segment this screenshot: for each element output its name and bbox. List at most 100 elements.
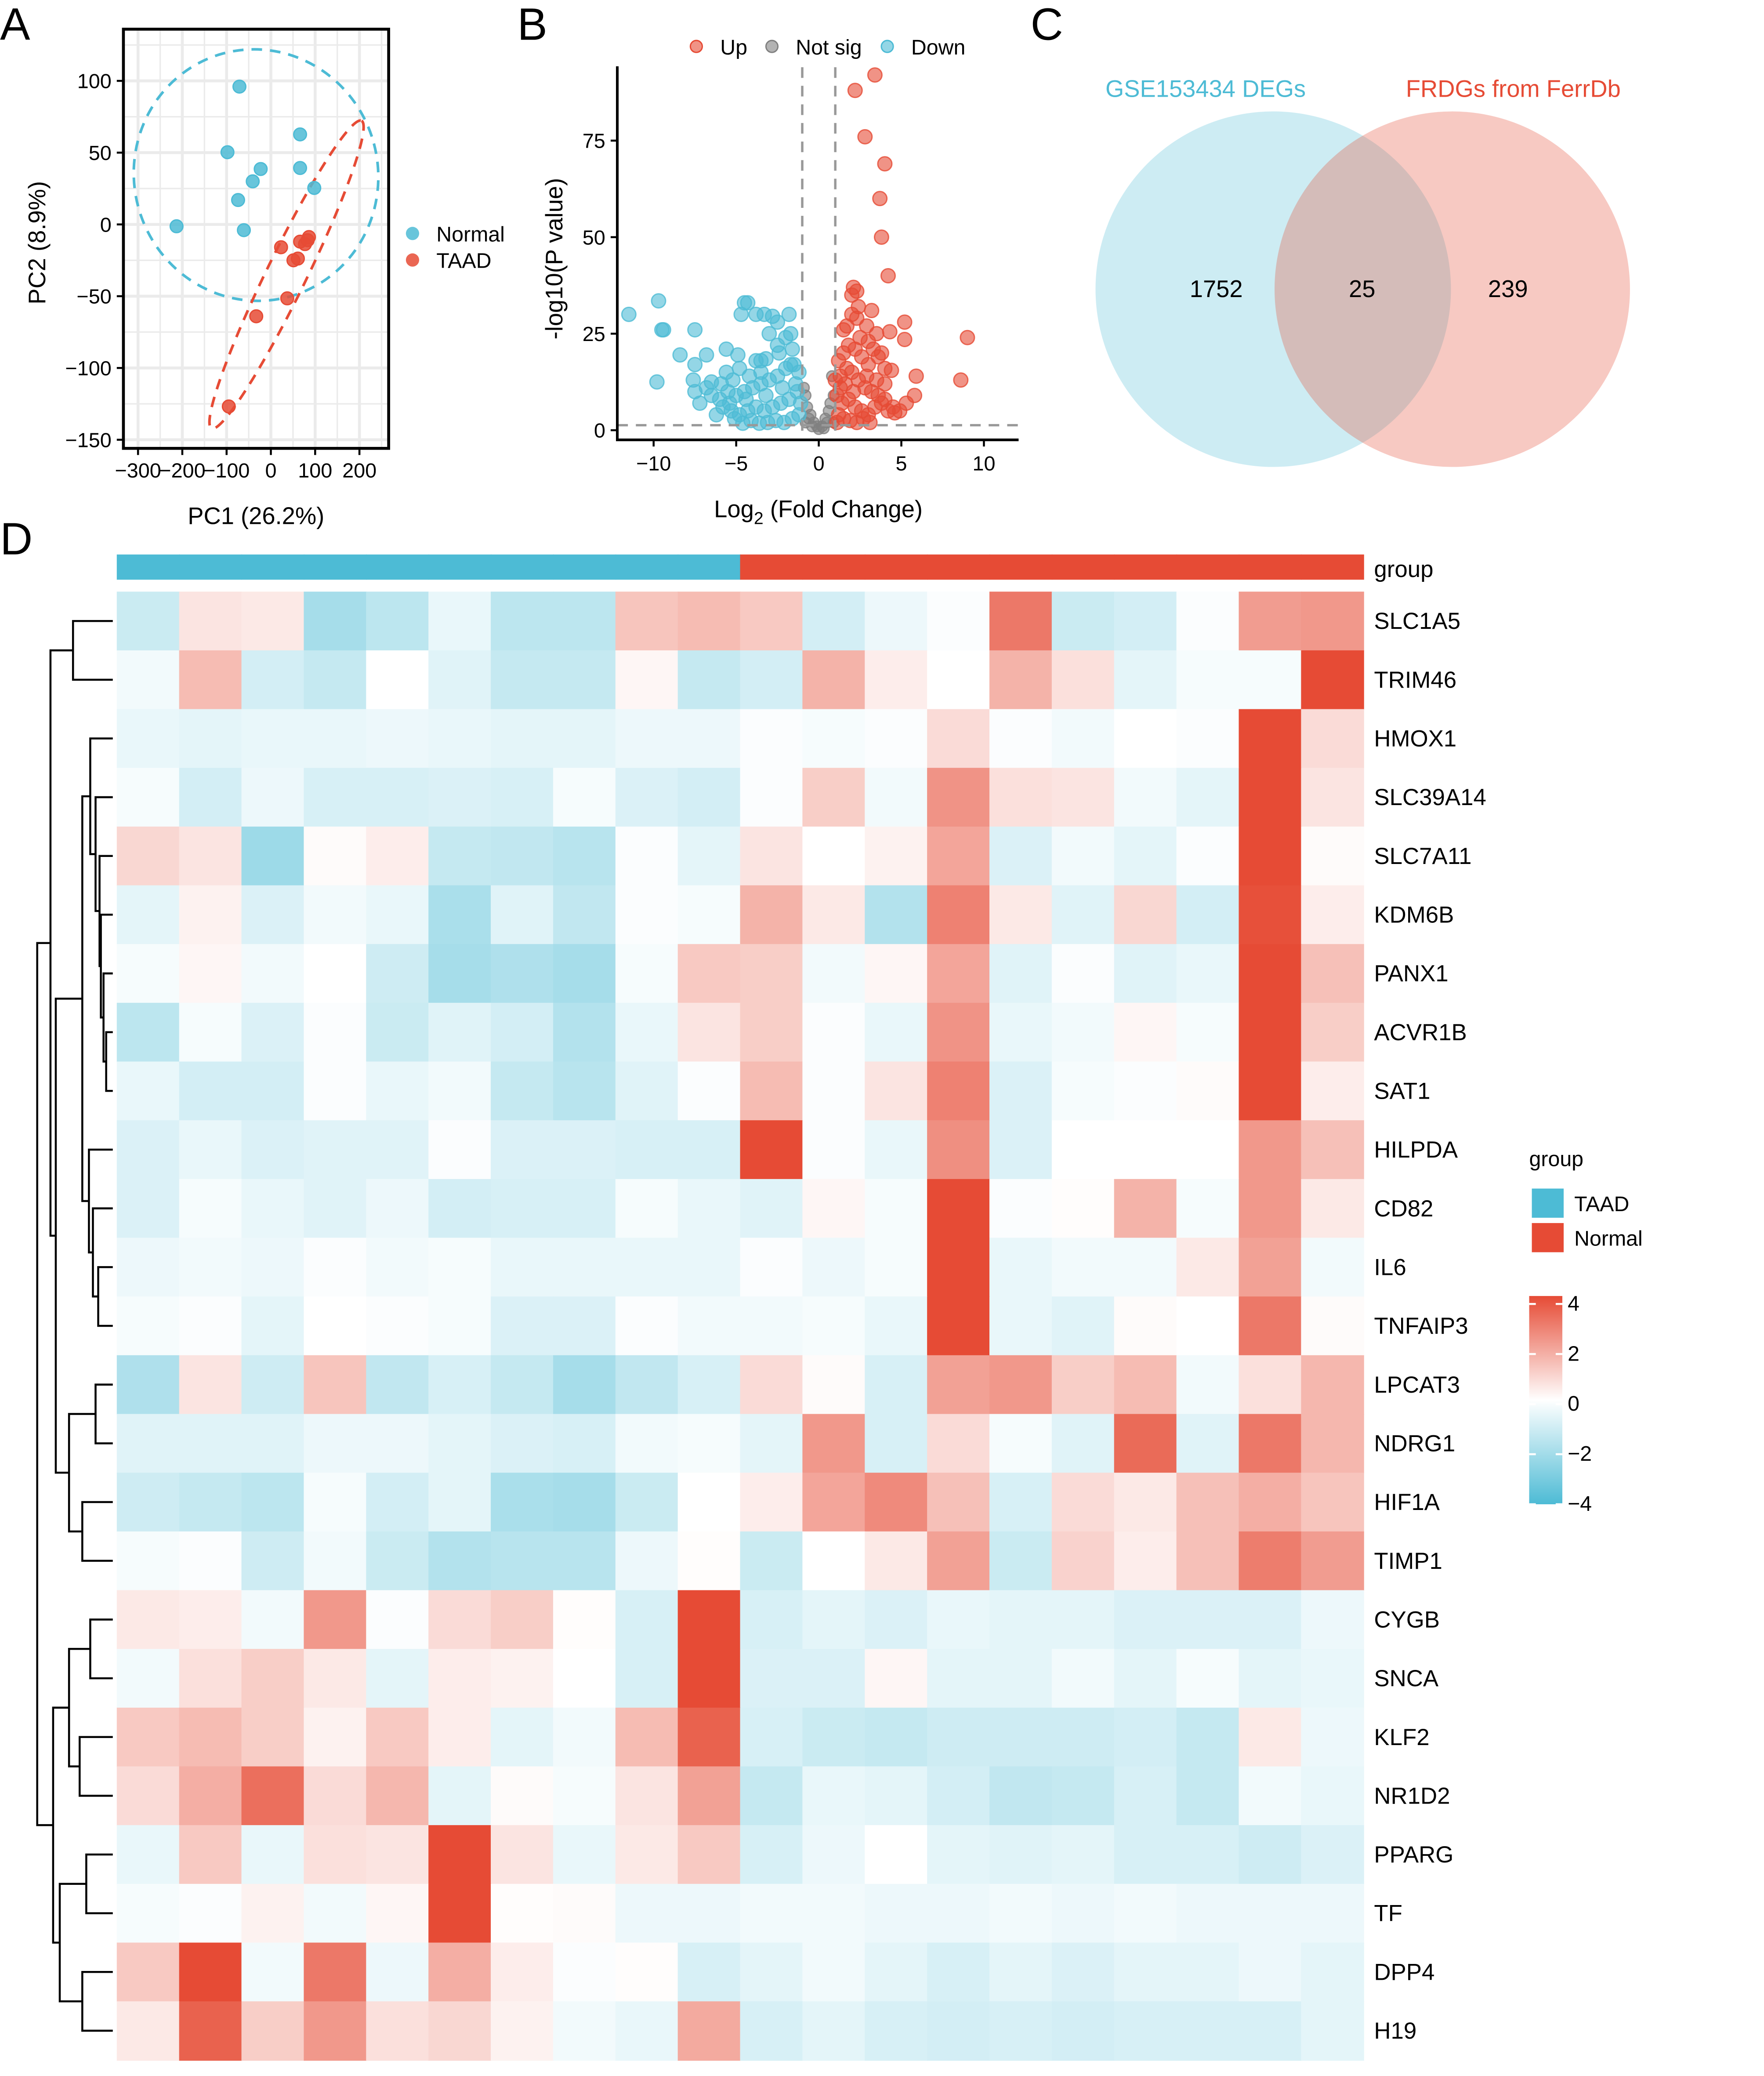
heatmap-cell: [1051, 592, 1115, 651]
heatmap-cell: [428, 650, 492, 710]
heatmap-cell: [179, 1942, 243, 2002]
heatmap-cell: [927, 1942, 990, 2002]
heatmap-cell: [865, 1002, 928, 1063]
legend-normal-label: Normal: [436, 222, 505, 246]
pca-y-label: PC2 (8.9%): [24, 181, 51, 305]
gene-label-pparg: PPARG: [1374, 1842, 1453, 1868]
color-scale-bar: [1529, 1296, 1563, 1505]
heatmap-cell: [615, 1884, 679, 1943]
group-annotation-cell-normal: [1301, 554, 1364, 580]
heatmap-cell: [1176, 1238, 1239, 1297]
heatmap-cell: [553, 1238, 616, 1297]
heatmap-cell: [1239, 1590, 1302, 1650]
heatmap-cell: [989, 1120, 1053, 1180]
heatmap-cell: [1301, 1825, 1364, 1885]
volcano-point-down: [788, 376, 804, 392]
heatmap-cell: [1114, 1414, 1177, 1474]
heatmap-cell: [1051, 1590, 1115, 1650]
heatmap-cell: [740, 1884, 803, 1943]
heatmap-cell: [1176, 1120, 1239, 1180]
heatmap-cell: [865, 592, 928, 651]
heatmap-cell: [989, 1942, 1053, 2002]
heatmap-cell: [1051, 1414, 1115, 1474]
heatmap-cell: [1301, 1061, 1364, 1121]
volcano-point-down: [793, 395, 808, 411]
heatmap-cell: [1051, 1061, 1115, 1121]
heatmap-cell: [927, 1884, 990, 1943]
heatmap-cell: [366, 709, 429, 769]
gene-labels: SLC1A5 TRIM46 HMOX1 SLC39A14 SLC7A11 KDM6B PAN…: [1374, 608, 1486, 2044]
heatmap-cell: [802, 1707, 866, 1767]
heatmap-cell: [615, 1061, 679, 1121]
volcano-x-tick-label: −5: [724, 452, 748, 475]
heatmap-cell: [116, 1884, 180, 1943]
heatmap-cell: [927, 1590, 990, 1650]
heatmap-cell: [1301, 2001, 1364, 2061]
panel-label-d: D: [0, 514, 33, 564]
heatmap-cell: [241, 944, 304, 1004]
volcano-point-up: [839, 360, 855, 376]
heatmap-cell: [989, 1649, 1053, 1709]
heatmap-cell: [1239, 709, 1302, 769]
heatmap-cell: [428, 1238, 492, 1297]
heatmap-cell: [802, 944, 866, 1004]
heatmap-cell: [116, 1825, 180, 1885]
heatmap-cell: [1176, 826, 1239, 886]
heatmap-cell: [677, 1707, 741, 1767]
heatmap-cell: [366, 1649, 429, 1709]
heatmap-cell: [304, 1061, 367, 1121]
heatmap-cell: [989, 1766, 1053, 1826]
volcano-point-down: [672, 347, 688, 363]
heatmap-cell: [865, 944, 928, 1004]
heatmap-cell: [927, 1120, 990, 1180]
heatmap-cell: [802, 1590, 866, 1650]
dendrogram-branch: [97, 1266, 113, 1327]
heatmap-cell: [366, 885, 429, 945]
dendrogram-branch: [94, 796, 113, 912]
heatmap-cell: [366, 1825, 429, 1885]
legend-normal-text: Normal: [1574, 1227, 1643, 1250]
heatmap-cell: [1301, 1766, 1364, 1826]
heatmap-cell: [615, 1179, 679, 1239]
dendrogram-branch: [81, 1971, 113, 2032]
heatmap-cell: [1239, 944, 1302, 1004]
heatmap-cell: [366, 1414, 429, 1474]
heatmap-cell: [179, 885, 243, 945]
volcano-point-up: [877, 156, 893, 172]
pca-point-normal: [169, 219, 184, 233]
heatmap-cell: [553, 944, 616, 1004]
heatmap-cell: [1051, 1942, 1115, 2002]
heatmap-cell: [116, 768, 180, 827]
heatmap-cell: [740, 1649, 803, 1709]
legend-up-label: Up: [720, 36, 747, 59]
panel-label-c: C: [1031, 0, 1063, 50]
heatmap-cell: [989, 2001, 1053, 2061]
heatmap-cell: [304, 1179, 367, 1239]
heatmap-cell: [304, 1942, 367, 2002]
heatmap-cell: [116, 1590, 180, 1650]
heatmap-cell: [865, 1590, 928, 1650]
heatmap-cell: [491, 826, 554, 886]
volcano-point-up: [880, 268, 896, 284]
heatmap-cell: [927, 1179, 990, 1239]
heatmap-cell: [865, 1531, 928, 1591]
gene-label-trim46: TRIM46: [1374, 667, 1456, 693]
heatmap-cell: [865, 885, 928, 945]
heatmap-cell: [677, 1884, 741, 1943]
volcano-point-up: [829, 414, 845, 430]
gene-label-tf: TF: [1374, 1901, 1402, 1927]
heatmap-cell: [1239, 1061, 1302, 1121]
heatmap-cell: [179, 1179, 243, 1239]
heatmap-cell: [1301, 1649, 1364, 1709]
heatmap-cell: [304, 1531, 367, 1591]
pca-point-normal: [307, 181, 322, 195]
heatmap-cell: [865, 1942, 928, 2002]
heatmap-cell: [428, 709, 492, 769]
venn-count-intersection: 25: [1349, 276, 1375, 302]
volcano-ticks: −10 −5 0 5 10 0 25 50 75: [583, 130, 996, 475]
color-scale-ticks: 4 2 0 −2 −4: [1529, 1292, 1592, 1516]
heatmap-cell: [241, 1002, 304, 1063]
group-annotation-cell-taad: [615, 554, 679, 580]
heatmap-cell: [241, 1590, 304, 1650]
heatmap-cell: [615, 650, 679, 710]
